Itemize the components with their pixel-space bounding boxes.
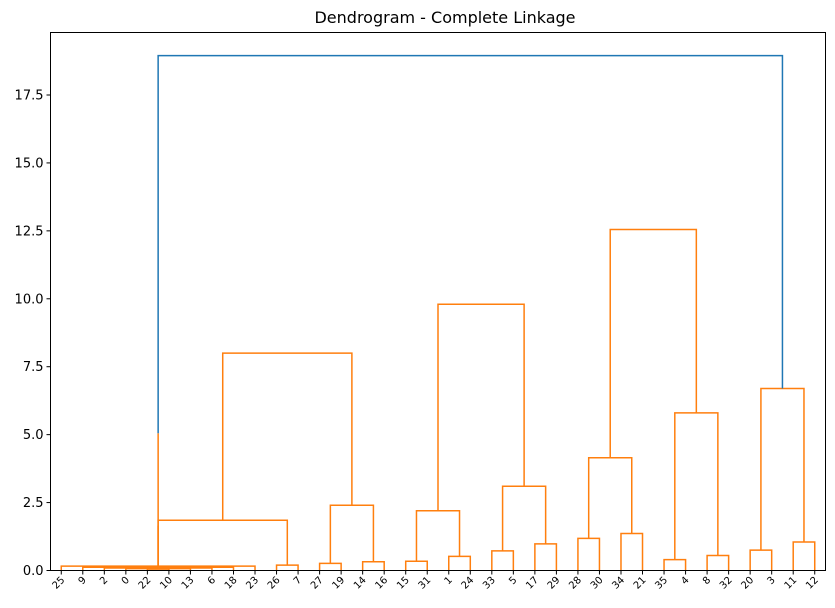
dendrogram-link: [221, 352, 353, 521]
dendrogram-link: [329, 504, 375, 564]
dendrogram-link: [157, 54, 784, 434]
y-tick-label: 5.0: [23, 428, 44, 443]
y-tick-label: 2.5: [23, 496, 44, 511]
y-tick-label: 17.5: [15, 88, 44, 103]
y-tick-label: 7.5: [23, 360, 44, 375]
y-tick: 10.0: [15, 292, 51, 307]
dendrogram-link: [792, 541, 816, 571]
dendrogram-link: [275, 564, 299, 571]
dendrogram-link: [534, 543, 558, 571]
dendrogram-link: [437, 303, 525, 511]
plot-frame: [50, 32, 826, 571]
dendrogram-link: [706, 554, 730, 571]
dendrogram-link: [404, 560, 428, 571]
y-tick-label: 15.0: [15, 156, 44, 171]
dendrogram-link: [609, 228, 698, 458]
y-tick: 15.0: [15, 156, 51, 171]
y-tick: 2.5: [23, 496, 51, 511]
dendrogram-link: [501, 485, 547, 551]
y-tick-label: 10.0: [15, 292, 44, 307]
y-tick: 12.5: [15, 224, 51, 239]
chart-title: Dendrogram - Complete Linkage: [314, 8, 575, 27]
dendrogram-link: [448, 555, 472, 571]
y-tick: 7.5: [23, 360, 51, 375]
dendrogram-links: [60, 54, 816, 571]
y-tick-label: 12.5: [15, 224, 44, 239]
y-tick: 0.0: [23, 564, 51, 579]
y-tick-label: 0.0: [23, 564, 44, 579]
y-tick: 5.0: [23, 428, 51, 443]
y-tick: 17.5: [15, 88, 51, 103]
y-axis: 0.0 2.5 5.0 7.5 10.0 12.5 15.0 17.5: [15, 88, 51, 579]
